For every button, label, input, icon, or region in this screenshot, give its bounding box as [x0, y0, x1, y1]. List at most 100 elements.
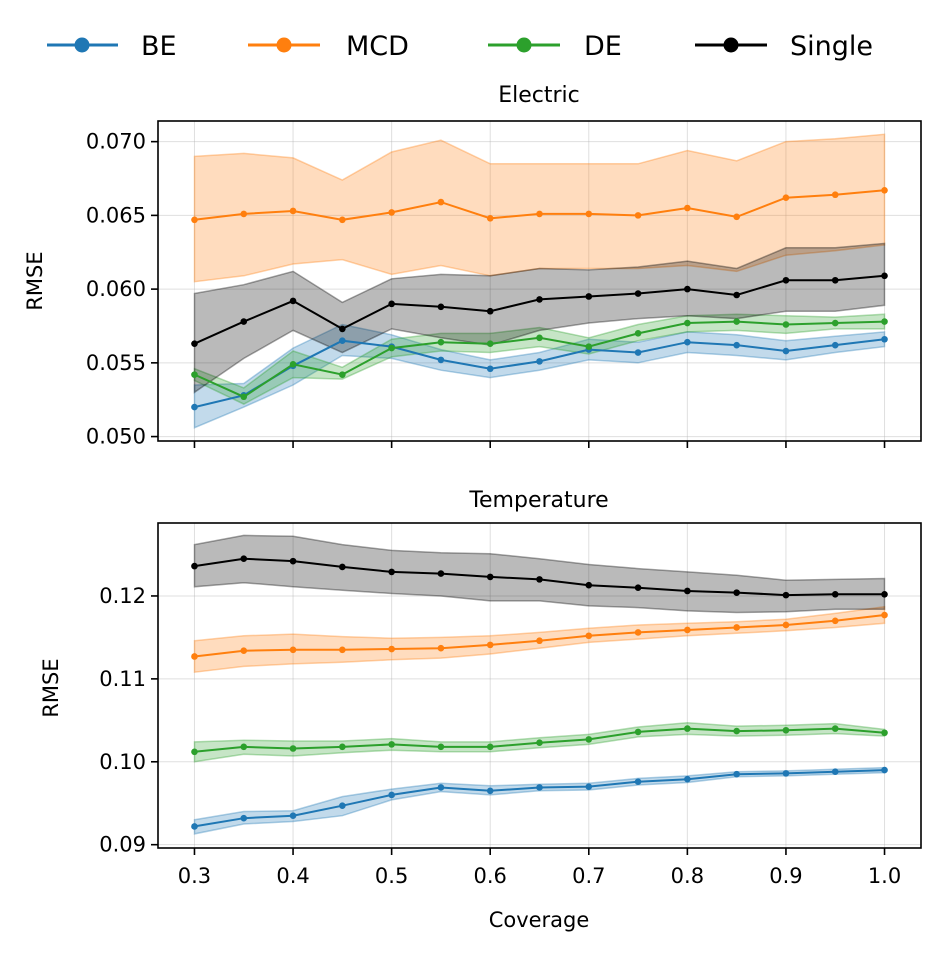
electric-point-mcd[interactable] — [536, 210, 543, 218]
temperature-point-be[interactable] — [191, 823, 198, 830]
temperature-point-be[interactable] — [733, 770, 740, 778]
temperature-point-mcd[interactable] — [733, 624, 740, 631]
electric-point-be[interactable] — [881, 335, 888, 343]
temperature-point-single[interactable] — [782, 591, 790, 599]
temperature-point-be[interactable] — [881, 766, 888, 774]
electric-point-mcd[interactable] — [486, 215, 494, 222]
temperature-point-single[interactable] — [240, 555, 248, 562]
temperature-point-mcd[interactable] — [339, 646, 346, 654]
electric-point-single[interactable] — [881, 272, 888, 280]
temperature-point-be[interactable] — [831, 768, 839, 776]
temperature-point-mcd[interactable] — [831, 617, 839, 625]
electric-point-de[interactable] — [191, 371, 198, 378]
temperature-point-de[interactable] — [684, 725, 691, 732]
electric-point-mcd[interactable] — [881, 187, 888, 194]
temperature-point-mcd[interactable] — [634, 629, 642, 636]
electric-point-single[interactable] — [585, 293, 593, 300]
electric-point-de[interactable] — [388, 344, 395, 352]
electric-point-mcd[interactable] — [585, 210, 593, 218]
electric-point-single[interactable] — [437, 303, 445, 311]
electric-point-single[interactable] — [634, 290, 642, 297]
electric-point-de[interactable] — [486, 340, 494, 347]
temperature-point-de[interactable] — [240, 743, 248, 751]
electric-point-single[interactable] — [782, 276, 790, 284]
electric-point-de[interactable] — [339, 371, 346, 378]
electric-point-mcd[interactable] — [782, 194, 790, 201]
electric-point-mcd[interactable] — [733, 213, 740, 221]
temperature-point-mcd[interactable] — [536, 637, 543, 645]
electric-point-mcd[interactable] — [240, 210, 248, 218]
electric-point-single[interactable] — [388, 300, 395, 308]
temperature-point-be[interactable] — [486, 787, 494, 795]
electric-point-mcd[interactable] — [191, 216, 198, 224]
temperature-point-be[interactable] — [585, 783, 593, 790]
temperature-point-single[interactable] — [684, 587, 691, 595]
temperature-point-mcd[interactable] — [881, 611, 888, 619]
temperature-point-de[interactable] — [289, 745, 297, 752]
electric-point-de[interactable] — [684, 319, 691, 327]
temperature-point-be[interactable] — [339, 802, 346, 810]
temperature-point-de[interactable] — [733, 727, 740, 735]
temperature-point-mcd[interactable] — [191, 653, 198, 660]
electric-point-be[interactable] — [191, 403, 198, 411]
electric-point-be[interactable] — [831, 341, 839, 349]
electric-point-de[interactable] — [831, 319, 839, 327]
temperature-point-single[interactable] — [536, 576, 543, 583]
temperature-point-be[interactable] — [782, 770, 790, 777]
electric-point-de[interactable] — [585, 343, 593, 350]
temperature-point-de[interactable] — [339, 743, 346, 751]
electric-point-de[interactable] — [437, 338, 445, 346]
temperature-point-single[interactable] — [388, 568, 395, 576]
electric-point-single[interactable] — [684, 285, 691, 293]
electric-point-be[interactable] — [782, 347, 790, 355]
temperature-point-be[interactable] — [684, 775, 691, 783]
temperature-point-single[interactable] — [339, 563, 346, 571]
temperature-point-de[interactable] — [191, 748, 198, 756]
electric-point-single[interactable] — [240, 318, 248, 325]
temperature-point-de[interactable] — [437, 743, 445, 751]
electric-point-single[interactable] — [733, 291, 740, 299]
electric-point-single[interactable] — [339, 325, 346, 333]
temperature-point-single[interactable] — [733, 589, 740, 596]
temperature-point-single[interactable] — [289, 557, 297, 565]
electric-point-de[interactable] — [881, 318, 888, 325]
temperature-point-de[interactable] — [486, 743, 494, 751]
temperature-point-be[interactable] — [388, 791, 395, 799]
electric-point-single[interactable] — [831, 276, 839, 284]
temperature-point-mcd[interactable] — [437, 644, 445, 652]
temperature-point-mcd[interactable] — [289, 646, 297, 654]
temperature-point-mcd[interactable] — [486, 641, 494, 649]
temperature-point-single[interactable] — [831, 591, 839, 598]
electric-point-be[interactable] — [486, 365, 494, 373]
electric-point-de[interactable] — [240, 393, 248, 401]
legend-entry-single[interactable]: Single — [695, 31, 873, 62]
temperature-point-mcd[interactable] — [388, 645, 395, 653]
temperature-point-de[interactable] — [634, 728, 642, 736]
temperature-point-single[interactable] — [585, 581, 593, 589]
electric-point-mcd[interactable] — [339, 216, 346, 224]
electric-point-de[interactable] — [536, 334, 543, 342]
temperature-point-single[interactable] — [634, 584, 642, 591]
temperature-point-single[interactable] — [191, 562, 198, 570]
electric-point-single[interactable] — [289, 297, 297, 305]
temperature-point-mcd[interactable] — [585, 632, 593, 640]
temperature-point-mcd[interactable] — [240, 647, 248, 654]
temperature-point-de[interactable] — [536, 739, 543, 747]
temperature-point-mcd[interactable] — [684, 626, 691, 634]
legend-entry-be[interactable]: BE — [47, 31, 177, 62]
electric-point-mcd[interactable] — [289, 207, 297, 215]
temperature-point-be[interactable] — [289, 812, 297, 819]
electric-point-single[interactable] — [486, 307, 494, 315]
temperature-point-single[interactable] — [486, 573, 494, 581]
legend-entry-mcd[interactable]: MCD — [248, 31, 409, 62]
temperature-point-mcd[interactable] — [782, 621, 790, 629]
electric-point-mcd[interactable] — [684, 204, 691, 212]
temperature-point-be[interactable] — [536, 784, 543, 791]
electric-point-be[interactable] — [536, 358, 543, 365]
electric-point-single[interactable] — [536, 296, 543, 303]
electric-point-be[interactable] — [733, 341, 740, 349]
temperature-point-de[interactable] — [881, 729, 888, 737]
electric-point-mcd[interactable] — [437, 198, 445, 206]
electric-point-mcd[interactable] — [831, 191, 839, 199]
temperature-point-be[interactable] — [437, 784, 445, 791]
